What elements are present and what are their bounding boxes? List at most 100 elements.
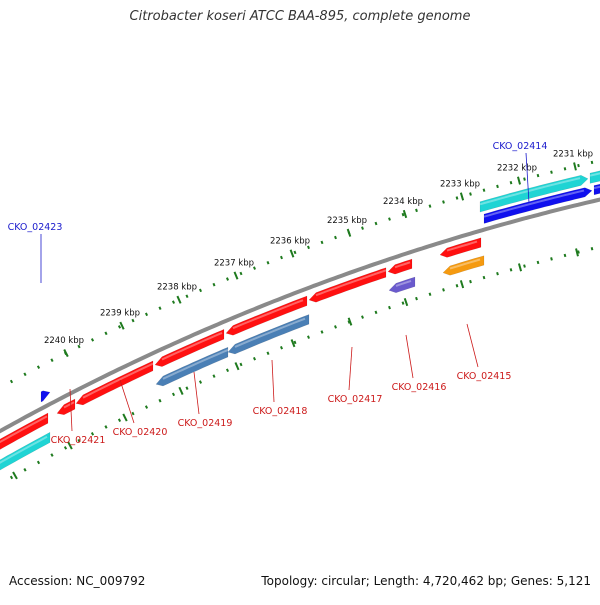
gene-reverse-purple [388, 276, 416, 294]
ruler-minor-tick [266, 261, 270, 265]
gene-reverse-red [154, 328, 225, 367]
ruler-minor-tick [442, 288, 445, 292]
ruler-minor-tick [550, 170, 553, 174]
genome-title: Citrobacter koseri ATCC BAA-895, complet… [129, 9, 471, 24]
gene-reverse-red-shine [63, 401, 75, 409]
ruler-minor-tick [266, 351, 270, 355]
ruler-kbp-label: 2236 kbp [270, 237, 310, 247]
gene-reverse-red [439, 237, 482, 258]
ruler-minor-tick [104, 331, 108, 336]
ruler-major-tick [346, 228, 352, 237]
gene-label-reverse: CKO_02417 [328, 394, 383, 405]
gene-reverse-purple-shine [395, 279, 412, 287]
ruler-minor-tick [482, 188, 486, 192]
ruler-minor-tick [158, 398, 162, 403]
ruler-major-tick [67, 441, 73, 450]
ruler-minor-tick [577, 163, 580, 168]
genome-backbone [0, 197, 600, 434]
gene-label-leader [348, 346, 353, 391]
ruler-major-tick [403, 297, 409, 307]
ruler-minor-tick [320, 330, 324, 334]
ruler-major-tick [289, 249, 295, 258]
ruler-minor-tick [401, 212, 405, 217]
ruler-minor-tick [212, 374, 216, 378]
gene-label-leader [271, 359, 275, 403]
gene-reverse-cyan [0, 431, 51, 471]
ruler-minor-tick [307, 335, 310, 339]
gene-reverse-red-shine [232, 299, 304, 330]
ruler-kbp-label: 2234 kbp [383, 197, 423, 207]
ruler-major-tick [573, 162, 577, 171]
gene-reverse-steelblue-shine [234, 317, 306, 348]
ruler-minor-tick [428, 292, 432, 296]
ruler-major-tick [176, 295, 182, 304]
ruler-kbp-label: 2237 kbp [214, 259, 254, 269]
gene-forward-cyan-shine [479, 177, 581, 206]
gene-forward-cyan-shine [589, 172, 600, 177]
ruler-minor-tick [36, 460, 41, 465]
ruler-minor-tick [428, 204, 432, 208]
gene-reverse-red-shine [446, 240, 478, 252]
ruler-minor-tick [374, 221, 378, 226]
ruler-minor-tick [117, 418, 122, 423]
ruler-minor-tick [496, 184, 499, 189]
genome-summary-text: Topology: circular; Length: 4,720,462 bp… [261, 574, 591, 588]
gene-label-leader [69, 388, 73, 432]
ruler-minor-tick [198, 288, 203, 293]
ruler-minor-tick [442, 200, 445, 204]
gene-label-leaders [40, 152, 530, 432]
ruler-minor-tick [90, 432, 95, 436]
ruler-major-tick [517, 263, 523, 272]
ruler-minor-tick [131, 411, 135, 416]
ruler-minor-tick [239, 271, 243, 276]
gene-label-forward: CKO_02423 [8, 222, 63, 233]
ruler-minor-tick [550, 257, 553, 261]
gene-reverse-steelblue [227, 314, 310, 355]
ruler-minor-tick [131, 318, 135, 323]
ruler-minor-tick [455, 283, 459, 288]
ruler-minor-tick [401, 301, 405, 305]
ruler-minor-tick [536, 260, 540, 265]
ruler-minor-tick [23, 468, 27, 472]
gene-label-forward: CKO_02414 [493, 141, 548, 152]
ruler-minor-tick [50, 358, 54, 362]
ruler-minor-tick [9, 475, 14, 480]
gene-label-reverse: CKO_02420 [113, 427, 168, 438]
ruler-kbp-label: 2231 kbp [553, 149, 593, 159]
ruler-minor-tick [334, 325, 337, 329]
gene-label-reverse: CKO_02415 [457, 371, 512, 382]
ruler-major-tick [233, 271, 239, 280]
ruler-kbp-label: 2235 kbp [327, 216, 367, 226]
gene-forward-blue-shine [483, 189, 585, 218]
ruler-minor-tick [293, 340, 297, 345]
ruler-kbp-label: 2240 kbp [44, 336, 84, 346]
gene-reverse-red-shine [82, 362, 154, 399]
ruler-minor-tick [280, 346, 283, 350]
ruler-minor-tick [212, 282, 216, 287]
ruler-minor-tick [293, 250, 297, 255]
ruler-minor-tick [253, 357, 256, 361]
ruler-major-tick [178, 386, 184, 395]
ruler-minor-tick [9, 379, 14, 384]
ruler-minor-tick [577, 250, 580, 254]
ruler-minor-tick [185, 386, 189, 390]
gene-reverse-orange [442, 255, 485, 276]
ruler-minor-tick [415, 208, 418, 213]
ruler-minor-tick [590, 160, 594, 165]
ruler-minor-tick [225, 368, 230, 373]
gene-forward-blue [593, 183, 600, 196]
ruler-major-tick [459, 280, 465, 289]
ruler-minor-tick [280, 255, 283, 260]
ruler-major-tick [402, 209, 408, 219]
ruler-minor-tick [239, 362, 243, 367]
ruler-minor-tick [171, 300, 176, 304]
ruler-minor-tick [158, 306, 162, 310]
ruler-major-tick [290, 339, 296, 348]
ruler-minor-tick [63, 446, 68, 450]
ruler-minor-tick [90, 338, 95, 342]
gene-reverse-red-shine [0, 415, 48, 444]
ruler-minor-tick [509, 268, 513, 272]
ruler-minor-tick [50, 453, 54, 457]
ruler-minor-tick [415, 296, 418, 301]
gene-reverse-red [387, 258, 413, 275]
